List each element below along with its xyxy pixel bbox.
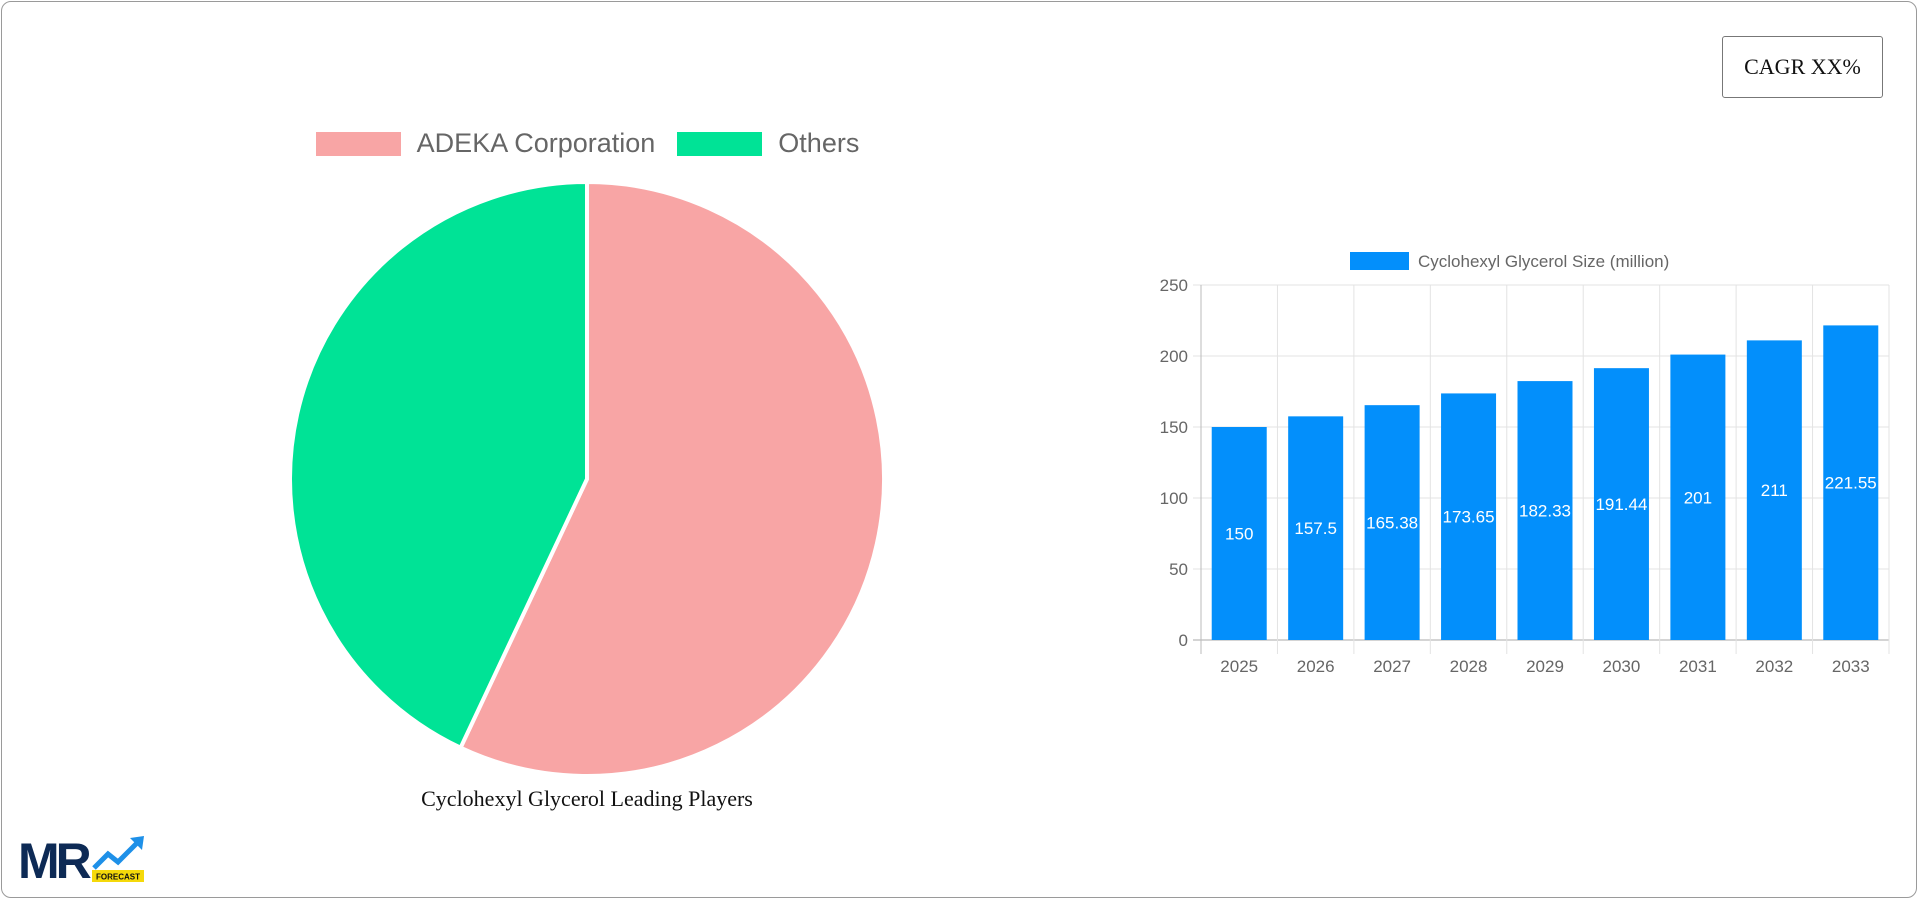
x-tick-label: 2032 (1755, 657, 1793, 676)
legend-label: ADEKA Corporation (416, 128, 656, 158)
legend-item-others[interactable]: Others (677, 128, 859, 159)
legend-swatch (315, 131, 401, 156)
bar-data-label: 211 (1761, 481, 1788, 500)
legend-item-adeka[interactable]: ADEKA Corporation (315, 128, 656, 159)
y-tick-label: 250 (1160, 276, 1188, 295)
bar-data-label: 173.65 (1443, 508, 1495, 527)
legend-label: Others (778, 128, 860, 158)
bar-legend-label: Cyclohexyl Glycerol Size (million) (1418, 252, 1669, 271)
y-tick-label: 0 (1179, 631, 1188, 650)
x-tick-label: 2026 (1297, 657, 1335, 676)
bar-data-label: 191.44 (1595, 495, 1647, 514)
bar-data-label: 157.5 (1294, 519, 1337, 538)
y-tick-label: 50 (1169, 560, 1188, 579)
y-tick-label: 200 (1160, 347, 1188, 366)
x-tick-label: 2029 (1526, 657, 1564, 676)
bar-2027 (1364, 405, 1420, 640)
bar-data-label: 150 (1225, 525, 1253, 544)
x-tick-label: 2028 (1450, 657, 1488, 676)
y-tick-label: 150 (1160, 418, 1188, 437)
bar-data-label: 201 (1684, 488, 1712, 507)
pie-slice-adeka-corporation (457, 179, 886, 778)
mr-forecast-logo: MR FORECAST (18, 832, 148, 884)
x-tick-label: 2031 (1679, 657, 1717, 676)
pie-legend: ADEKA Corporation Others (0, 128, 1175, 159)
bar-2025 (1211, 427, 1267, 640)
x-tick-label: 2030 (1603, 657, 1641, 676)
svg-text:FORECAST: FORECAST (96, 873, 140, 882)
bar-2029 (1517, 381, 1573, 640)
x-tick-label: 2027 (1373, 657, 1411, 676)
y-tick-label: 100 (1160, 489, 1188, 508)
bar-2028 (1441, 393, 1497, 640)
cagr-badge: CAGR XX% (1722, 36, 1883, 98)
bar-2033 (1823, 325, 1879, 640)
bar-2031 (1670, 354, 1726, 640)
legend-swatch (677, 131, 763, 156)
bar-legend-swatch (1350, 252, 1409, 270)
x-tick-label: 2025 (1220, 657, 1258, 676)
x-tick-label: 2033 (1832, 657, 1870, 676)
bar-2026 (1288, 416, 1344, 640)
bar-2032 (1746, 340, 1802, 640)
svg-text:MR: MR (18, 833, 92, 884)
bar-2030 (1593, 368, 1649, 640)
bar-data-label: 165.38 (1366, 514, 1418, 533)
bar-data-label: 221.55 (1825, 474, 1877, 493)
pie-caption: Cyclohexyl Glycerol Leading Players (421, 786, 753, 811)
pie-slice-others (288, 179, 589, 751)
bar-data-label: 182.33 (1519, 502, 1571, 521)
